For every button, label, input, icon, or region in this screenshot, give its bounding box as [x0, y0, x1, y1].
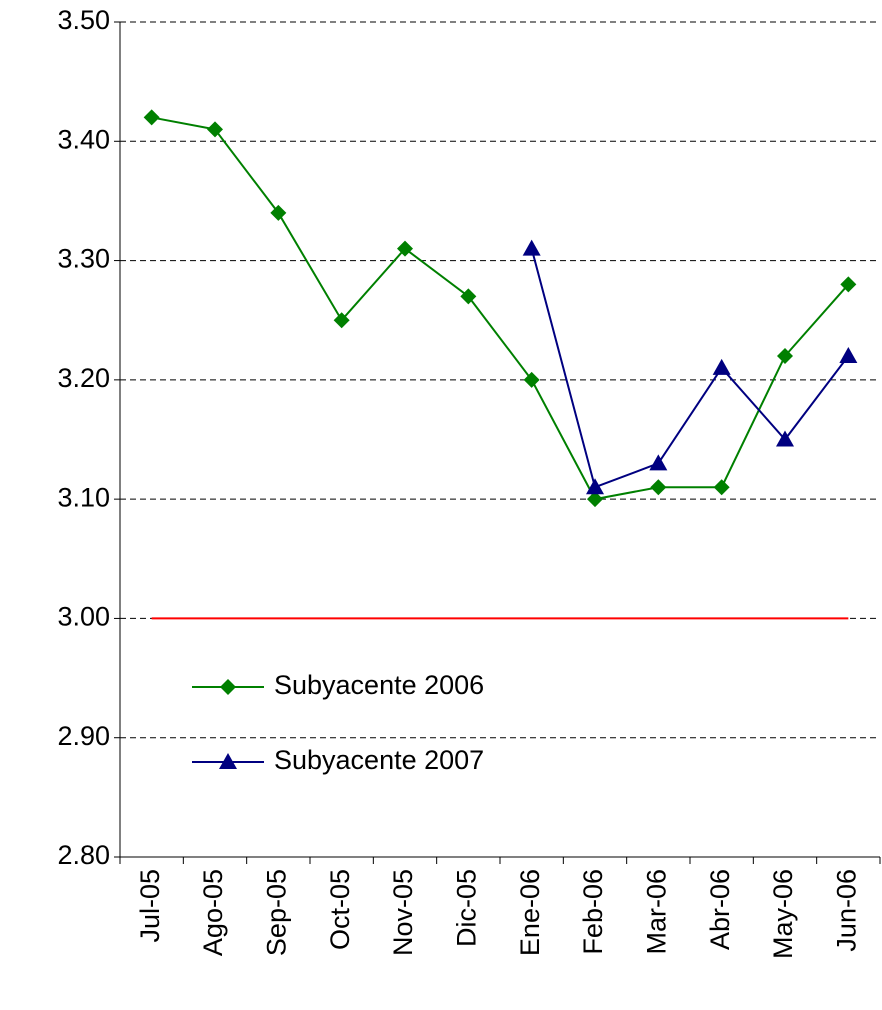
y-tick-label: 3.00: [57, 602, 110, 632]
marker: [207, 121, 223, 137]
marker: [650, 479, 666, 495]
x-tick-label: Oct-05: [325, 869, 355, 950]
y-tick-label: 3.20: [57, 363, 110, 393]
y-tick-label: 2.80: [57, 840, 110, 870]
marker: [839, 347, 857, 363]
x-tick-label: Feb-06: [578, 869, 608, 955]
x-tick-label: Jul-05: [135, 869, 165, 943]
x-tick-label: Sep-05: [261, 869, 291, 956]
y-tick-label: 3.40: [57, 124, 110, 154]
x-tick-label: Ene-06: [515, 869, 545, 956]
legend-label: Subyacente 2006: [274, 670, 484, 700]
x-tick-label: May-06: [768, 869, 798, 959]
x-tick-label: Mar-06: [641, 869, 671, 955]
x-tick-label: Nov-05: [388, 869, 418, 956]
y-tick-label: 2.90: [57, 721, 110, 751]
series-line: [152, 117, 849, 499]
marker: [144, 109, 160, 125]
marker: [523, 240, 541, 256]
x-tick-label: Ago-05: [198, 869, 228, 956]
marker: [270, 205, 286, 221]
legend-label: Subyacente 2007: [274, 745, 484, 775]
chart: 2.80 2.90 3.00 3.10 3.20 3.30 3.40 3.50 Jul-05 Ag…: [0, 0, 882, 1010]
x-tick-label: Jun-06: [831, 869, 861, 952]
marker: [524, 372, 540, 388]
y-tick-label: 3.10: [57, 482, 110, 512]
marker: [714, 479, 730, 495]
y-tick-label: 3.50: [57, 5, 110, 35]
marker: [649, 454, 667, 470]
y-tick-label: 3.30: [57, 244, 110, 274]
marker: [460, 288, 476, 304]
series-line: [532, 249, 849, 488]
marker: [713, 359, 731, 375]
x-tick-label: Abr-06: [705, 869, 735, 950]
marker: [220, 679, 236, 695]
x-tick-label: Dic-05: [451, 869, 481, 947]
